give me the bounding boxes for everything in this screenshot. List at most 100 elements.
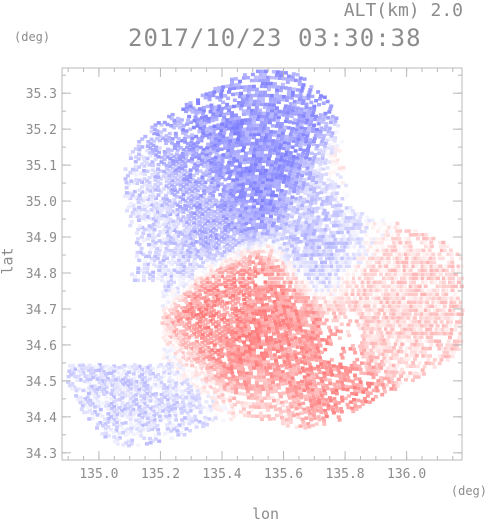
field-cell <box>415 327 420 332</box>
field-cell <box>214 272 219 277</box>
field-cell <box>331 390 335 395</box>
field-cell <box>190 392 195 397</box>
field-cell <box>323 288 328 293</box>
field-cell <box>235 211 240 216</box>
field-cell <box>277 127 282 132</box>
field-cell <box>222 255 227 259</box>
field-cell <box>373 312 378 316</box>
field-cell <box>208 319 213 323</box>
field-cell <box>167 313 172 318</box>
field-cell <box>146 227 150 232</box>
field-cell <box>178 357 183 362</box>
field-cell <box>195 188 200 193</box>
field-cell <box>375 345 380 349</box>
field-cell <box>328 399 333 403</box>
field-cell <box>420 288 425 293</box>
field-cell <box>201 319 206 324</box>
field-cell <box>209 164 214 168</box>
field-cell <box>177 157 182 162</box>
field-cell <box>257 342 262 347</box>
field-cell <box>274 225 279 229</box>
field-cell <box>159 363 164 367</box>
field-cell <box>326 132 330 136</box>
field-cell <box>236 137 240 141</box>
field-cell <box>268 166 273 170</box>
field-cell <box>291 226 296 230</box>
field-cell <box>426 292 431 297</box>
field-cell <box>271 202 276 207</box>
field-cell <box>250 396 255 400</box>
field-cell <box>379 323 383 328</box>
field-cell <box>219 317 224 322</box>
field-cell <box>246 344 251 348</box>
field-cell <box>192 162 197 166</box>
field-cell <box>310 343 315 347</box>
field-cell <box>396 272 401 277</box>
field-cell <box>266 342 270 346</box>
field-cell <box>364 241 369 245</box>
field-cell <box>367 312 372 316</box>
field-cell <box>223 127 228 132</box>
field-cell <box>365 394 370 398</box>
field-cell <box>333 252 338 257</box>
field-cell <box>305 288 310 292</box>
field-cell <box>254 141 259 146</box>
field-cell <box>305 152 309 157</box>
field-cell <box>145 215 150 219</box>
field-cell <box>299 288 304 293</box>
field-cell <box>292 382 297 386</box>
field-cell <box>162 347 167 352</box>
field-cell <box>225 323 230 327</box>
field-cell <box>362 260 367 265</box>
field-cell <box>259 186 264 191</box>
field-cell <box>183 157 188 161</box>
field-cell <box>329 260 334 265</box>
field-cell <box>241 112 246 116</box>
field-cell <box>216 395 221 399</box>
field-cell <box>145 197 150 201</box>
field-cell <box>411 260 416 265</box>
field-cell <box>340 245 344 249</box>
field-cell <box>221 341 226 345</box>
field-cell <box>160 241 165 245</box>
field-cell <box>344 292 349 297</box>
field-cell <box>163 241 168 245</box>
field-cell <box>299 176 304 180</box>
field-cell <box>401 323 406 328</box>
field-cell <box>186 386 191 391</box>
field-cell <box>237 276 242 281</box>
field-cell <box>411 272 416 277</box>
field-cell <box>197 307 202 312</box>
field-cell <box>407 312 412 316</box>
field-cell <box>388 373 393 378</box>
field-cell <box>214 280 219 285</box>
field-cell <box>313 201 318 205</box>
field-cell <box>222 384 227 389</box>
field-cell <box>337 166 342 171</box>
field-cell <box>163 333 168 338</box>
field-cell <box>316 367 321 372</box>
field-cell <box>200 220 205 224</box>
field-cell <box>242 374 246 378</box>
field-cell <box>147 372 152 376</box>
field-cell <box>141 278 146 283</box>
field-cell <box>205 211 210 215</box>
field-cell <box>232 153 236 157</box>
field-cell <box>345 284 350 289</box>
field-cell <box>335 144 340 148</box>
field-cell <box>215 171 220 175</box>
field-cell <box>239 253 244 258</box>
field-cell <box>170 294 175 298</box>
field-cell <box>215 404 220 408</box>
field-cell <box>380 260 385 265</box>
field-cell <box>263 297 267 301</box>
field-cell <box>191 345 196 349</box>
field-cell <box>374 372 379 377</box>
field-cell <box>134 240 139 245</box>
field-cell <box>126 182 131 187</box>
field-cell <box>346 256 351 261</box>
field-cell <box>237 116 241 120</box>
field-cell <box>265 180 269 185</box>
field-cell <box>248 148 253 152</box>
field-cell <box>217 301 222 305</box>
